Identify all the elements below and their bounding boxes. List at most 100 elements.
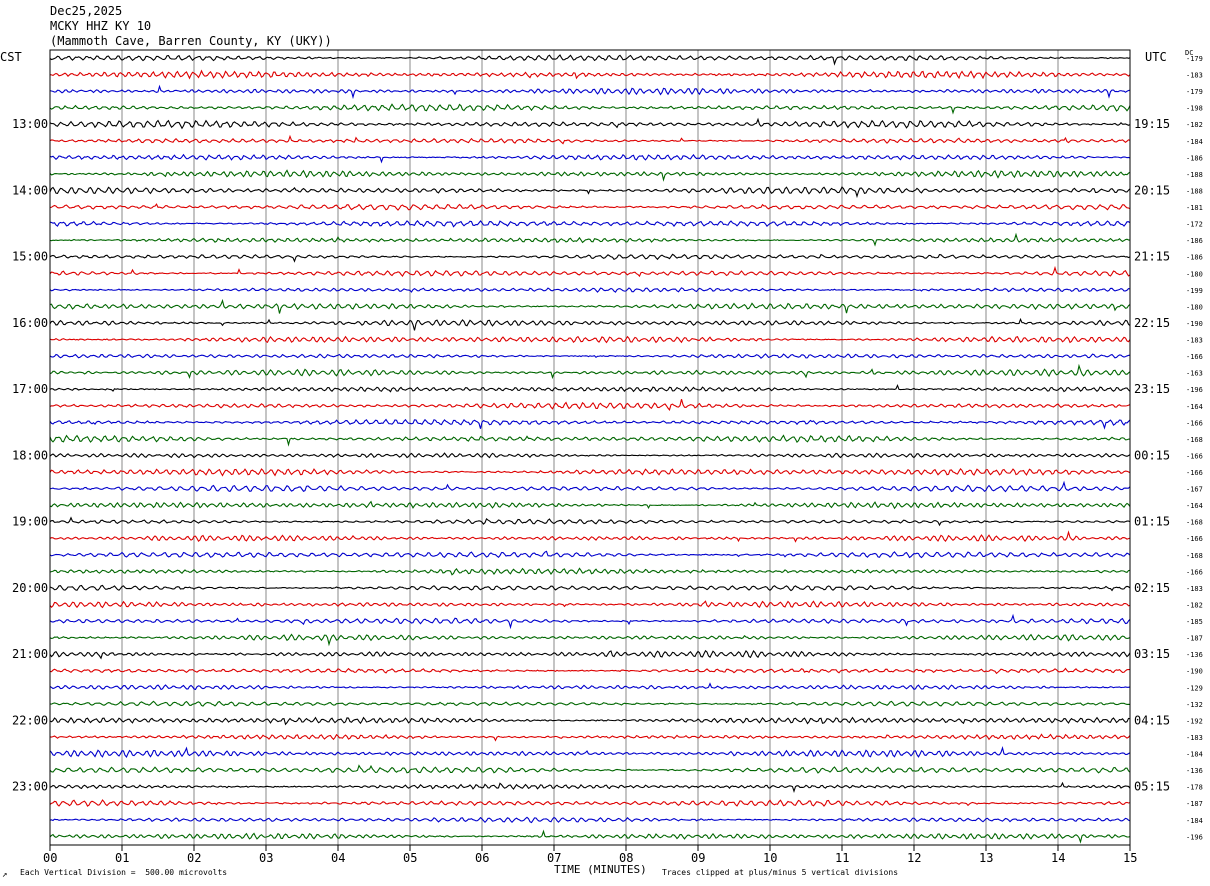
dc-offset-label: -168: [1186, 552, 1203, 560]
trace-line: [49, 399, 1131, 411]
dc-offset-label: -196: [1186, 386, 1203, 394]
dc-offset-label: -136: [1186, 767, 1203, 775]
x-tick-label: 05: [403, 851, 417, 865]
right-hour-label: 21:15: [1134, 250, 1170, 264]
dc-offset-label: -192: [1186, 717, 1203, 725]
trace-line: [49, 600, 1131, 609]
dc-offset-label: -187: [1186, 800, 1203, 808]
trace-line: [49, 500, 1131, 510]
x-tick-label: 11: [835, 851, 849, 865]
dc-column-label: DC: [1185, 49, 1194, 57]
trace-line: [49, 265, 1131, 278]
trace-line: [49, 353, 1131, 359]
dc-offset-label: -166: [1186, 568, 1203, 576]
trace-line: [49, 480, 1131, 493]
dc-offset-label: -164: [1186, 403, 1203, 411]
dc-offset-label: -186: [1186, 154, 1203, 162]
trace-line: [49, 781, 1131, 793]
x-tick-label: 06: [475, 851, 489, 865]
dc-offset-label: -167: [1186, 486, 1203, 494]
left-hour-label: 23:00: [12, 780, 48, 794]
left-hour-label: 14:00: [12, 183, 48, 197]
trace-line: [49, 550, 1131, 559]
trace-line: [49, 220, 1131, 228]
dc-offset-label: -180: [1186, 303, 1203, 311]
right-hour-label: 22:15: [1134, 316, 1170, 330]
left-timezone-label: CST: [0, 50, 22, 64]
x-tick-label: 04: [331, 851, 345, 865]
left-hour-label: 20:00: [12, 581, 48, 595]
dc-offset-label: -182: [1186, 601, 1203, 609]
dc-offset-label: -136: [1186, 651, 1203, 659]
trace-line: [49, 186, 1131, 199]
right-hour-label: 04:15: [1134, 713, 1170, 727]
dc-offset-label: -180: [1186, 270, 1203, 278]
dc-offset-label: -168: [1186, 436, 1203, 444]
trace-line: [49, 567, 1131, 576]
x-tick-label: 03: [259, 851, 273, 865]
dc-offset-label: -166: [1186, 419, 1203, 427]
left-hour-label: 13:00: [12, 117, 48, 131]
dc-offset-label: -186: [1186, 254, 1203, 262]
trace-line: [49, 682, 1131, 691]
trace-line: [49, 700, 1131, 707]
trace-line: [49, 153, 1131, 164]
trace-line: [49, 745, 1131, 758]
trace-line: [49, 363, 1131, 380]
header-location: (Mammoth Cave, Barren County, KY (UKY)): [50, 34, 332, 48]
right-hour-label: 19:15: [1134, 117, 1170, 131]
trace-line: [49, 169, 1131, 182]
right-hour-label: 20:15: [1134, 183, 1170, 197]
x-tick-label: 14: [1051, 851, 1065, 865]
right-hour-label: 23:15: [1134, 382, 1170, 396]
trace-line: [49, 799, 1131, 807]
trace-line: [49, 203, 1131, 211]
left-hour-label: 15:00: [12, 250, 48, 264]
dc-offset-label: -199: [1186, 287, 1203, 295]
trace-line: [49, 530, 1131, 543]
trace-line: [49, 69, 1131, 80]
dc-offset-label: -166: [1186, 535, 1203, 543]
dc-offset-label: -163: [1186, 370, 1203, 378]
trace-line: [49, 452, 1131, 459]
trace-line: [49, 613, 1131, 630]
dc-offset-label: -182: [1186, 121, 1203, 129]
x-tick-label: 10: [763, 851, 777, 865]
dc-offset-label: -184: [1186, 751, 1203, 759]
dc-offset-label: -184: [1186, 138, 1203, 146]
right-hour-label: 01:15: [1134, 515, 1170, 529]
trace-line: [49, 733, 1131, 742]
trace-line: [49, 117, 1131, 130]
trace-line: [49, 54, 1131, 66]
header-date: Dec25,2025: [50, 4, 123, 18]
right-hour-label: 02:15: [1134, 581, 1170, 595]
trace-line: [49, 418, 1131, 430]
trace-line: [49, 317, 1131, 331]
trace-line: [49, 298, 1131, 314]
left-hour-label: 19:00: [12, 515, 48, 529]
x-axis-title: TIME (MINUTES): [554, 863, 647, 876]
trace-line: [49, 829, 1131, 844]
dc-offset-label: -183: [1186, 585, 1203, 593]
dc-offset-label: -164: [1186, 502, 1203, 510]
x-tick-label: 12: [907, 851, 921, 865]
dc-offset-label: -186: [1186, 237, 1203, 245]
trace-line: [49, 516, 1131, 527]
trace-line: [49, 467, 1131, 477]
dc-offset-label: -172: [1186, 221, 1203, 229]
clip-note: Traces clipped at plus/minus 5 vertical …: [662, 868, 899, 877]
x-tick-label: 00: [43, 851, 57, 865]
trace-line: [49, 287, 1131, 293]
dc-offset-label: -190: [1186, 320, 1203, 328]
left-hour-label: 22:00: [12, 713, 48, 727]
trace-line: [49, 134, 1131, 145]
dc-offset-label: -178: [1186, 784, 1203, 792]
dc-offset-label: -185: [1186, 618, 1203, 626]
dc-offset-label: -198: [1186, 105, 1203, 113]
x-tick-label: 13: [979, 851, 993, 865]
dc-offset-label: -132: [1186, 701, 1203, 709]
left-hour-label: 18:00: [12, 448, 48, 462]
dc-offset-label: -183: [1186, 72, 1203, 80]
trace-line: [49, 335, 1131, 344]
